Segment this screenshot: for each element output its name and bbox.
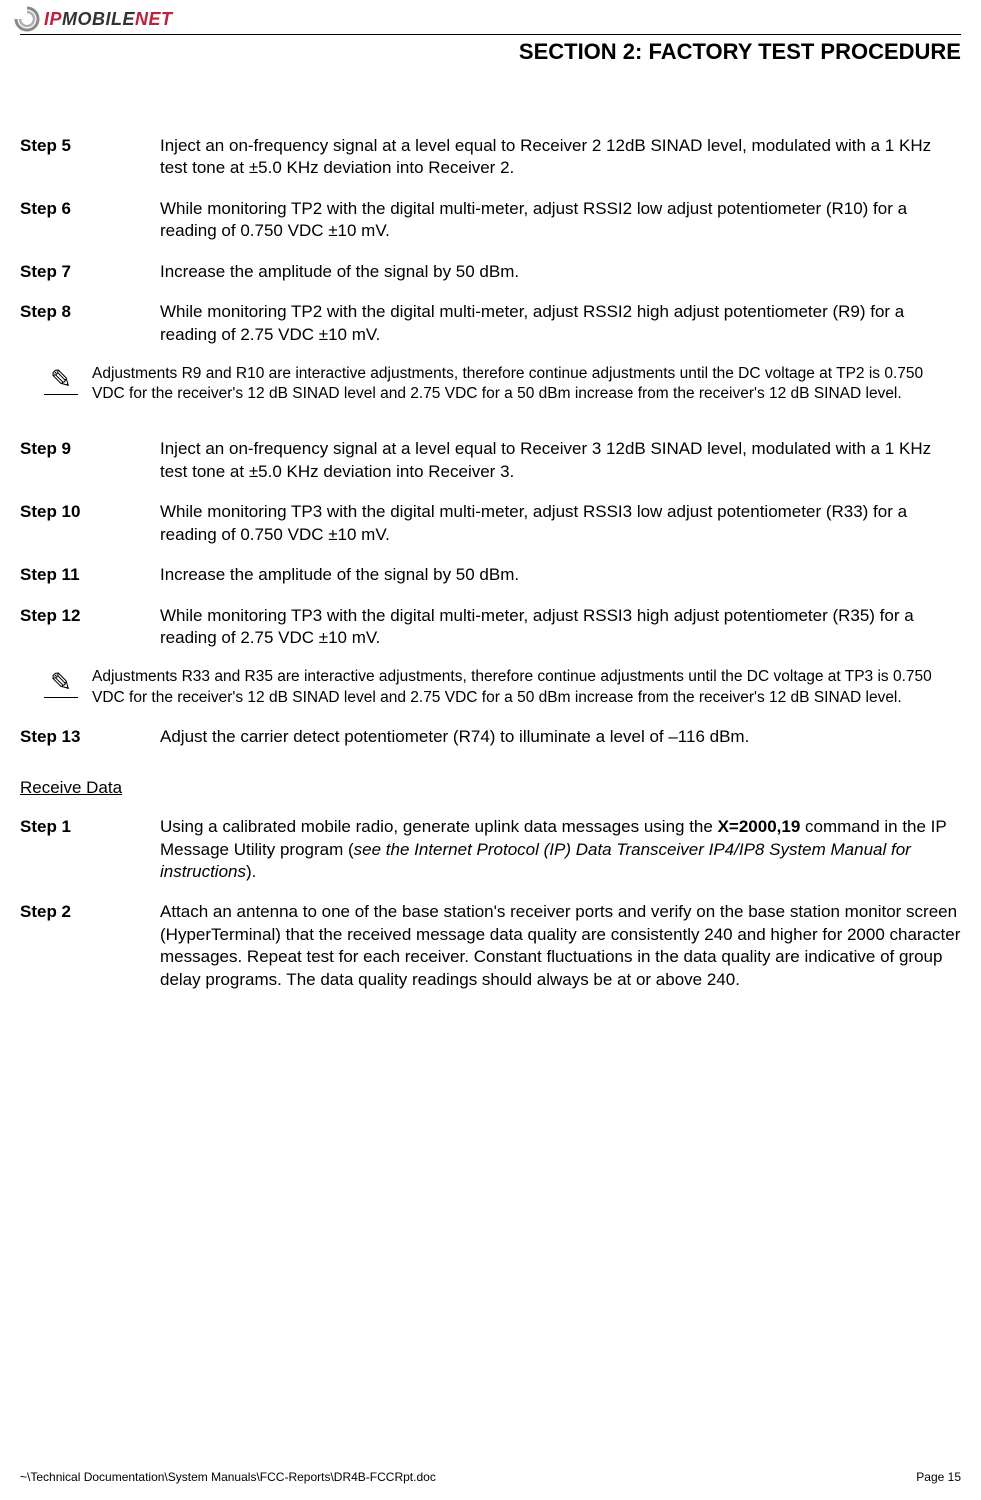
logo-ip: IP [44,9,62,29]
step-text: Adjust the carrier detect potentiometer … [160,726,961,748]
step-label: Step 2 [20,901,160,991]
step-label: Step 5 [20,135,160,180]
page: IPMOBILENET SECTION 2: FACTORY TEST PROC… [0,0,981,1500]
pencil-note-icon: ✎ [44,364,78,395]
step-row: Step 11 Increase the amplitude of the si… [20,564,961,586]
note-text: Adjustments R9 and R10 are interactive a… [92,364,951,404]
step-row: Step 12 While monitoring TP3 with the di… [20,605,961,650]
step-row: Step 1 Using a calibrated mobile radio, … [20,816,961,883]
step-label: Step 1 [20,816,160,883]
footer: ~\Technical Documentation\System Manuals… [20,1470,961,1484]
logo-net: NET [135,9,173,29]
step-row: Step 7 Increase the amplitude of the sig… [20,261,961,283]
text-fragment: ). [246,862,256,881]
step-label: Step 7 [20,261,160,283]
step-label: Step 13 [20,726,160,748]
step-text: Inject an on-frequency signal at a level… [160,135,961,180]
step-row: Step 5 Inject an on-frequency signal at … [20,135,961,180]
text-fragment: Using a calibrated mobile radio, generat… [160,817,718,836]
section-title: SECTION 2: FACTORY TEST PROCEDURE [0,35,981,65]
step-label: Step 9 [20,438,160,483]
pencil-note-icon: ✎ [44,667,78,698]
footer-page: Page 15 [916,1470,961,1484]
step-text: Inject an on-frequency signal at a level… [160,438,961,483]
step-text: While monitoring TP2 with the digital mu… [160,198,961,243]
step-text: Attach an antenna to one of the base sta… [160,901,961,991]
step-text: While monitoring TP2 with the digital mu… [160,301,961,346]
step-text: Increase the amplitude of the signal by … [160,564,961,586]
bold-command: X=2000,19 [718,817,801,836]
step-label: Step 11 [20,564,160,586]
subheading-receive-data: Receive Data [20,778,961,798]
logo-mobile: MOBILE [62,9,135,29]
step-text: Increase the amplitude of the signal by … [160,261,961,283]
step-text: While monitoring TP3 with the digital mu… [160,501,961,546]
step-row: Step 6 While monitoring TP2 with the dig… [20,198,961,243]
step-row: Step 8 While monitoring TP2 with the dig… [20,301,961,346]
note-text: Adjustments R33 and R35 are interactive … [92,667,951,707]
step-label: Step 6 [20,198,160,243]
logo-text: IPMOBILENET [44,9,173,30]
step-label: Step 10 [20,501,160,546]
step-text: Using a calibrated mobile radio, generat… [160,816,961,883]
step-text: While monitoring TP3 with the digital mu… [160,605,961,650]
step-row: Step 13 Adjust the carrier detect potent… [20,726,961,748]
content: Step 5 Inject an on-frequency signal at … [0,65,981,991]
header: IPMOBILENET [0,0,981,32]
note-block: ✎ Adjustments R9 and R10 are interactive… [44,364,961,404]
footer-path: ~\Technical Documentation\System Manuals… [20,1470,436,1484]
logo: IPMOBILENET [14,6,173,32]
step-row: Step 10 While monitoring TP3 with the di… [20,501,961,546]
note-block: ✎ Adjustments R33 and R35 are interactiv… [44,667,961,707]
step-label: Step 12 [20,605,160,650]
step-row: Step 9 Inject an on-frequency signal at … [20,438,961,483]
step-label: Step 8 [20,301,160,346]
logo-swirl-icon [14,6,40,32]
step-row: Step 2 Attach an antenna to one of the b… [20,901,961,991]
